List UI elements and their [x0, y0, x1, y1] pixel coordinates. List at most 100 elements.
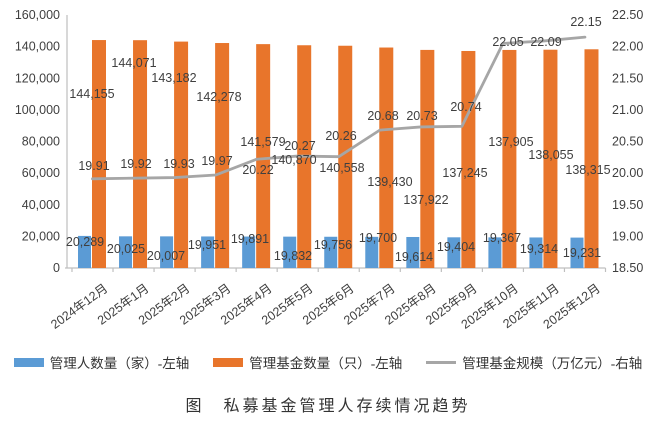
bar-series-funds	[92, 40, 599, 269]
svg-text:140,558: 140,558	[319, 161, 364, 175]
legend-label-scale: 管理基金规模（万亿元）-右轴	[462, 356, 643, 371]
svg-text:139,430: 139,430	[367, 175, 412, 189]
svg-text:19,832: 19,832	[274, 249, 312, 263]
bar-funds	[256, 44, 271, 268]
bar-managers	[488, 237, 502, 268]
svg-text:22.50: 22.50	[612, 8, 643, 22]
svg-text:40,000: 40,000	[22, 198, 60, 212]
svg-text:80,000: 80,000	[22, 135, 60, 149]
svg-text:20.73: 20.73	[406, 109, 437, 123]
svg-text:21.50: 21.50	[612, 71, 643, 85]
svg-text:19.92: 19.92	[120, 157, 151, 171]
legend-item-managers: 管理人数量（家）-左轴	[13, 352, 190, 372]
svg-text:142,278: 142,278	[196, 90, 241, 104]
bar-managers	[242, 236, 256, 268]
bar-funds	[338, 45, 353, 268]
svg-text:140,000: 140,000	[15, 40, 60, 54]
svg-text:19.91: 19.91	[78, 159, 109, 173]
bar-managers	[406, 236, 420, 268]
bar-managers	[529, 237, 543, 268]
chart-plot: 0 20,000 40,000 60,000 80,000 100,000 120,000 1…	[15, 8, 644, 332]
svg-text:20.74: 20.74	[450, 100, 481, 114]
bar-funds	[543, 49, 558, 268]
svg-text:19,614: 19,614	[395, 250, 433, 264]
line-series-scale	[91, 35, 587, 181]
svg-text:144,155: 144,155	[69, 87, 114, 101]
svg-text:20,007: 20,007	[147, 249, 185, 263]
svg-text:19.97: 19.97	[201, 154, 232, 168]
svg-text:137,905: 137,905	[488, 135, 533, 149]
funds-swatch-icon	[213, 357, 244, 367]
chart-legend: 管理人数量（家）-左轴 管理基金数量（只）-左轴 管理基金规模（万亿元）-右轴	[0, 352, 656, 372]
svg-text:19.00: 19.00	[612, 229, 643, 243]
bar-funds	[92, 40, 106, 269]
bar-funds	[174, 41, 189, 269]
svg-text:141,579: 141,579	[240, 135, 285, 149]
svg-text:137,922: 137,922	[403, 193, 448, 207]
svg-text:120,000: 120,000	[15, 71, 60, 85]
bar-managers	[283, 236, 297, 268]
managers-swatch-icon	[13, 357, 44, 367]
svg-text:19,700: 19,700	[359, 231, 397, 245]
bar-managers	[119, 236, 133, 268]
bar-managers	[365, 236, 379, 268]
svg-text:160,000: 160,000	[15, 8, 60, 22]
svg-text:20.50: 20.50	[612, 135, 643, 149]
bar-managers	[570, 237, 584, 268]
bar-funds	[584, 49, 599, 269]
left-axis-ticks: 0 20,000 40,000 60,000 80,000 100,000 120,000 1…	[15, 8, 60, 275]
data-labels-scale: 19.91 19.92 19.93 19.97 20.22 20.27 20.26 20.68…	[78, 15, 601, 177]
legend-label-managers: 管理人数量（家）-左轴	[49, 356, 190, 371]
svg-text:138,315: 138,315	[565, 163, 610, 177]
svg-text:19,231: 19,231	[563, 246, 601, 260]
x-axis-labels: 2024年12月2025年1月2025年2月2025年3月2025年4月2025…	[48, 281, 603, 332]
svg-text:20,025: 20,025	[107, 242, 145, 256]
svg-text:144,071: 144,071	[111, 56, 156, 70]
svg-text:19,367: 19,367	[483, 231, 521, 245]
svg-text:19,756: 19,756	[314, 238, 352, 252]
legend-item-funds: 管理基金数量（只）-左轴	[213, 352, 402, 372]
bar-funds	[420, 49, 435, 268]
svg-text:22.09: 22.09	[530, 35, 561, 49]
svg-text:22.15: 22.15	[570, 15, 601, 29]
scale-swatch-icon	[426, 360, 457, 364]
svg-text:20,289: 20,289	[66, 235, 104, 249]
svg-text:20.68: 20.68	[367, 109, 398, 123]
svg-text:100,000: 100,000	[15, 103, 60, 117]
svg-text:18.50: 18.50	[612, 261, 643, 275]
svg-text:19.93: 19.93	[163, 157, 194, 171]
bar-funds	[379, 47, 394, 269]
figure-caption: 图 私募基金管理人存续情况趋势	[185, 398, 471, 415]
svg-text:20.27: 20.27	[284, 139, 315, 153]
svg-text:21.00: 21.00	[612, 103, 643, 117]
svg-text:22.05: 22.05	[492, 35, 523, 49]
svg-text:19,891: 19,891	[231, 232, 269, 246]
svg-text:20,000: 20,000	[22, 229, 60, 243]
svg-text:22.00: 22.00	[612, 40, 643, 54]
legend-item-scale: 管理基金规模（万亿元）-右轴	[426, 352, 642, 372]
svg-text:20.22: 20.22	[242, 163, 273, 177]
svg-text:138,055: 138,055	[528, 148, 573, 162]
svg-text:137,245: 137,245	[442, 166, 487, 180]
bar-managers	[447, 237, 461, 268]
bar-funds	[133, 40, 148, 269]
bar-funds	[215, 43, 230, 268]
bar-managers	[324, 236, 338, 268]
svg-text:20.00: 20.00	[612, 166, 643, 180]
bar-series-managers	[78, 235, 584, 268]
svg-text:60,000: 60,000	[22, 166, 60, 180]
svg-text:19.50: 19.50	[612, 198, 643, 212]
bar-managers	[201, 236, 215, 268]
svg-text:19,404: 19,404	[437, 240, 475, 254]
svg-text:19,951: 19,951	[188, 238, 226, 252]
bar-managers	[160, 236, 174, 268]
svg-text:19,314: 19,314	[520, 242, 558, 256]
right-axis-ticks: 18.50 19.00 19.50 20.00 20.50 21.00 21.50 22.00…	[612, 8, 643, 275]
svg-text:0: 0	[53, 261, 60, 275]
bar-managers	[78, 235, 91, 268]
svg-text:143,182: 143,182	[151, 71, 196, 85]
bar-funds	[502, 49, 517, 269]
